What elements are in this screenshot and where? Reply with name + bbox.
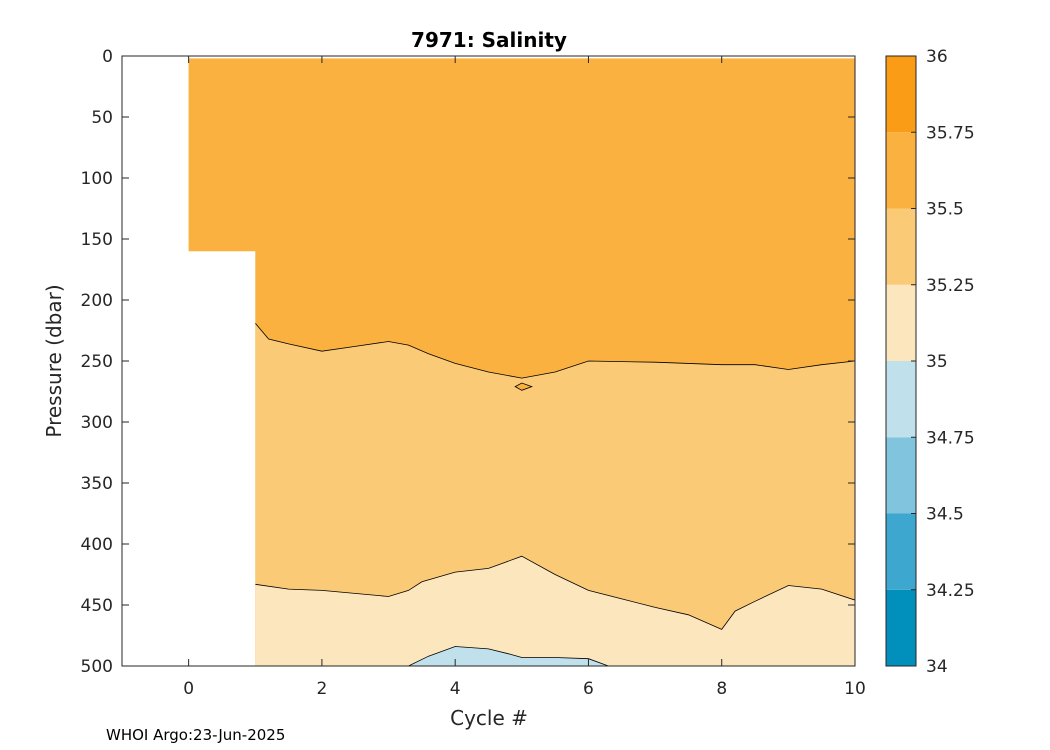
footer-credit: WHOI Argo:23-Jun-2025 <box>106 726 285 744</box>
contour-line-35.5 <box>254 322 856 379</box>
y-tick-label: 100 <box>81 169 113 189</box>
island-35.5 <box>514 382 533 391</box>
colorbar-tick-label: 34 <box>926 657 948 677</box>
colorbar-tick-label: 35.75 <box>926 123 975 143</box>
contour-line-35.25 <box>255 555 856 630</box>
colorbar-tick-label: 36 <box>926 47 948 67</box>
y-axis: 0 50 100 150 200 250 300 350 400 450 500 <box>81 47 855 677</box>
y-tick-label: 200 <box>81 291 113 311</box>
colorbar-swatch <box>886 513 916 590</box>
x-tick-label: 2 <box>316 679 327 699</box>
colorbar-tick-label: 34.5 <box>926 505 964 525</box>
x-tick-label: 8 <box>716 679 727 699</box>
y-tick-label: 0 <box>102 47 113 67</box>
x-tick-label: 4 <box>450 679 461 699</box>
y-tick-label: 400 <box>81 535 113 555</box>
x-tick-label: 10 <box>844 679 866 699</box>
colorbar: 34 34.25 34.5 34.75 35 35.25 35.5 35.75 36 <box>885 47 975 677</box>
colorbar-swatch <box>886 208 916 285</box>
band-35-35.25 <box>255 556 855 666</box>
colorbar-tick-label: 35 <box>926 352 948 372</box>
y-tick-label: 300 <box>81 413 113 433</box>
colorbar-swatch <box>886 132 916 209</box>
colorbar-swatch <box>886 56 916 133</box>
salinity-bands <box>188 58 856 666</box>
plot-area <box>188 58 856 666</box>
colorbar-tick-label: 35.5 <box>926 200 964 220</box>
y-tick-label: 500 <box>81 657 113 677</box>
y-tick-label: 450 <box>81 596 113 616</box>
x-tick-label: 6 <box>583 679 594 699</box>
contour-line-35 <box>408 646 609 666</box>
y-axis-title: Pressure (dbar) <box>42 284 66 437</box>
colorbar-tick-label: 34.25 <box>926 581 975 601</box>
x-tick-label: 0 <box>183 679 194 699</box>
band-35.25-35.5 <box>255 323 855 666</box>
x-axis-title: Cycle # <box>450 706 528 730</box>
colorbar-tick-label: 35.25 <box>926 276 975 296</box>
colorbar-swatch <box>886 361 916 438</box>
x-axis: 0 2 4 6 8 10 <box>183 56 866 699</box>
chart-title: 7971: Salinity <box>411 28 567 52</box>
y-tick-label: 50 <box>91 108 113 128</box>
colorbar-swatch <box>886 284 916 361</box>
band-34.75-35 <box>408 646 609 666</box>
colorbar-swatch <box>886 437 916 514</box>
colorbar-swatch <box>886 589 916 666</box>
y-tick-label: 350 <box>81 474 113 494</box>
y-tick-label: 150 <box>81 230 113 250</box>
colorbar-tick-label: 34.75 <box>926 428 975 448</box>
y-tick-label: 250 <box>81 352 113 372</box>
